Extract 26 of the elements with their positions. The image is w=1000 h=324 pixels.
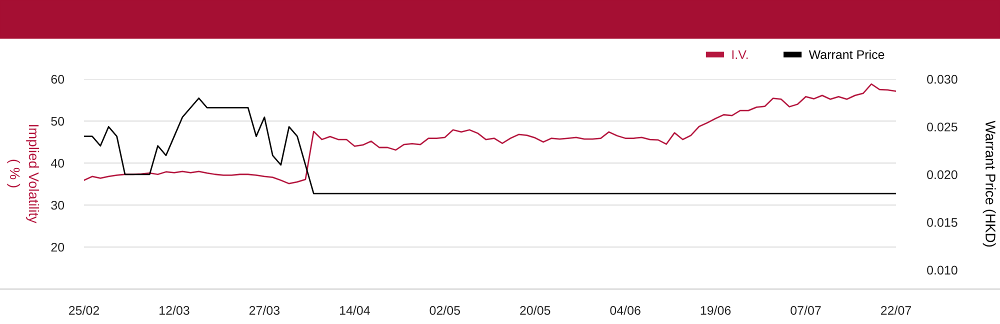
y-axis-title: Implied Volatility ( % ) bbox=[7, 125, 40, 224]
y-tick-label: 40 bbox=[50, 158, 64, 168]
y2-tick-label: 0.010 bbox=[927, 266, 958, 275]
legend-label: I.V. bbox=[732, 50, 748, 59]
line-series bbox=[84, 97, 896, 194]
line-series bbox=[84, 83, 896, 184]
y2-tick-label: 0.025 bbox=[927, 122, 958, 132]
y-tick-label: 30 bbox=[51, 200, 64, 210]
x-tick-label: 25/02 bbox=[68, 306, 100, 315]
y2-tick-label: 0.020 bbox=[927, 170, 958, 180]
y-tick-label: 50 bbox=[51, 116, 64, 126]
x-tick-label: 02/05 bbox=[430, 306, 460, 315]
x-tick-label: 07/07 bbox=[790, 306, 821, 315]
x-tick-label: 14/04 bbox=[340, 306, 370, 315]
x-tick-label: 19/06 bbox=[700, 306, 731, 315]
x-tick-label: 04/06 bbox=[610, 306, 640, 315]
x-tick-label: 22/07 bbox=[880, 306, 912, 315]
y2-axis-title: Warrant Price (HKD) bbox=[982, 120, 996, 247]
x-tick-label: 20/05 bbox=[520, 306, 550, 315]
y-tick-label: 60 bbox=[51, 74, 64, 84]
y-tick-label: 20 bbox=[51, 242, 64, 252]
legend-label: Warrant Price bbox=[808, 50, 884, 60]
y2-tick-label: 0.030 bbox=[927, 74, 958, 84]
x-tick-label: 27/03 bbox=[249, 306, 280, 315]
x-tick-label: 12/03 bbox=[160, 306, 190, 315]
y2-tick-label: 0.015 bbox=[927, 218, 958, 227]
